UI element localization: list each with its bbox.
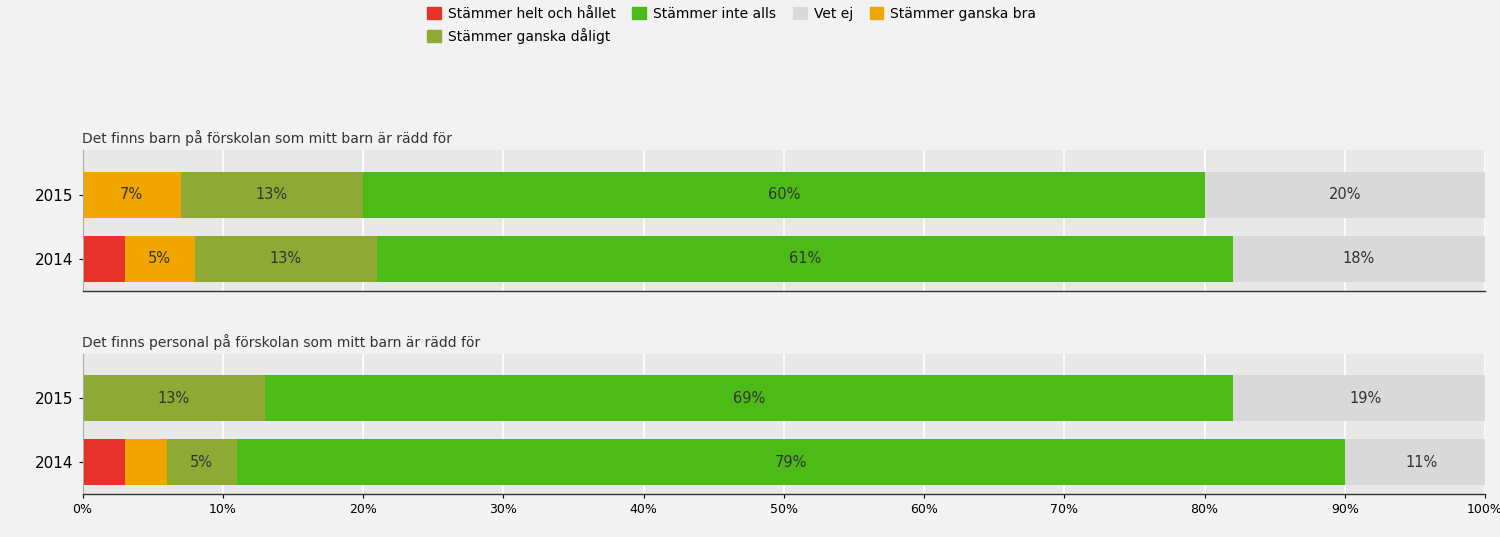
Bar (195, 236, 376, 282)
Bar (1204, 172, 1485, 218)
Bar (82, 375, 1485, 422)
Bar (82, 172, 180, 218)
Bar (124, 439, 166, 485)
Text: Det finns personal på förskolan som mitt barn är rädd för: Det finns personal på förskolan som mitt… (82, 334, 480, 350)
Text: 60%: 60% (768, 187, 800, 202)
Bar (82, 439, 1485, 485)
Text: 79%: 79% (774, 455, 807, 470)
Text: 18%: 18% (1342, 251, 1376, 266)
Text: 19%: 19% (1350, 391, 1382, 406)
Text: 20%: 20% (1329, 187, 1360, 202)
Bar (82, 439, 124, 485)
Bar (266, 375, 1233, 422)
Bar (237, 439, 1346, 485)
Bar (363, 172, 1204, 218)
Bar (82, 172, 1485, 218)
Text: 7%: 7% (120, 187, 142, 202)
Text: 11%: 11% (1406, 455, 1438, 470)
Text: 13%: 13% (256, 187, 288, 202)
Bar (82, 236, 124, 282)
Bar (180, 172, 363, 218)
Bar (82, 236, 1485, 282)
Bar (166, 439, 237, 485)
Bar (1233, 236, 1485, 282)
Text: Det finns barn på förskolan som mitt barn är rädd för: Det finns barn på förskolan som mitt bar… (82, 130, 453, 147)
Bar (124, 236, 195, 282)
Text: 5%: 5% (148, 251, 171, 266)
Bar (82, 375, 266, 422)
Legend: Stämmer helt och hållet, Stämmer ganska dåligt, Stämmer inte alls, Vet ej, Stämm: Stämmer helt och hållet, Stämmer ganska … (427, 7, 1036, 44)
Text: 13%: 13% (158, 391, 189, 406)
Text: 69%: 69% (732, 391, 765, 406)
Text: 5%: 5% (190, 455, 213, 470)
Bar (376, 236, 1233, 282)
Text: 61%: 61% (789, 251, 820, 266)
Bar (1233, 375, 1498, 422)
Text: 13%: 13% (270, 251, 302, 266)
Bar (1344, 439, 1498, 485)
